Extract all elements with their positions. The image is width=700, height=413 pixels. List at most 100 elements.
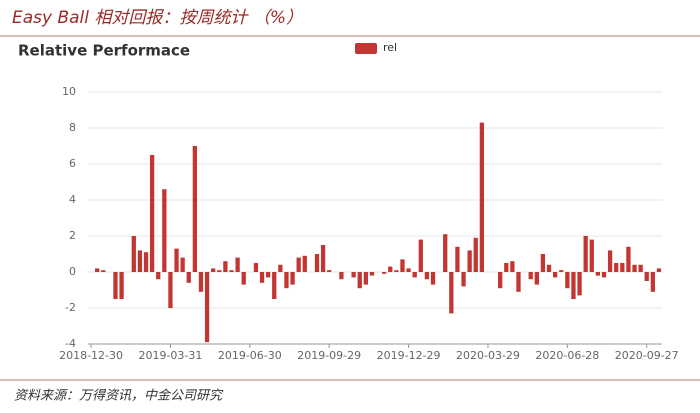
- bar: [571, 272, 576, 299]
- bar: [504, 263, 509, 272]
- bar: [400, 259, 405, 272]
- bar: [259, 272, 265, 283]
- header-title: Easy Ball 相对回报：按周统计 （%）: [12, 8, 303, 28]
- y-tick-label: -4: [65, 337, 76, 350]
- bar: [198, 272, 204, 292]
- bar: [443, 234, 448, 272]
- bar: [296, 257, 301, 272]
- bar: [540, 254, 546, 272]
- bar: [204, 272, 210, 343]
- bar: [351, 272, 356, 278]
- x-tick-label: 2019-03-31: [138, 349, 202, 362]
- bar: [131, 236, 136, 272]
- bar: [632, 264, 637, 272]
- bar: [424, 272, 430, 280]
- bar: [650, 272, 655, 292]
- bar: [174, 248, 179, 272]
- bar: [143, 252, 149, 272]
- bar: [382, 272, 387, 274]
- x-tick-label: 2020-03-29: [456, 349, 520, 362]
- bar: [516, 272, 521, 292]
- y-tick-label: 2: [69, 229, 76, 242]
- bar: [656, 268, 662, 272]
- bar: [284, 272, 289, 289]
- bar: [302, 255, 307, 272]
- bar: [595, 272, 601, 276]
- bar: [186, 272, 191, 283]
- bar: [363, 272, 368, 285]
- bar: [162, 189, 167, 272]
- bar: [473, 237, 478, 272]
- legend-label: rel: [383, 41, 397, 54]
- bar: [113, 272, 118, 299]
- bar: [180, 257, 185, 272]
- bar: [620, 263, 625, 272]
- x-tick-label: 2018-12-30: [59, 349, 123, 362]
- y-tick-label: 8: [69, 121, 76, 134]
- legend-swatch: [355, 43, 377, 54]
- bar: [235, 257, 240, 272]
- bar: [406, 268, 411, 272]
- bar: [583, 236, 588, 272]
- bar: [510, 261, 515, 272]
- bar: [461, 272, 466, 287]
- bar: [418, 239, 423, 272]
- x-tick-label: 2020-06-28: [535, 349, 599, 362]
- bar: [357, 272, 362, 289]
- bar: [455, 246, 460, 272]
- bar: [253, 263, 259, 272]
- bar: [320, 245, 326, 272]
- bar: [241, 272, 246, 285]
- bar: [479, 122, 484, 272]
- bar: [211, 268, 216, 272]
- footer-source: 资料来源：万得资讯，中金公司研究: [14, 388, 224, 404]
- bar: [101, 270, 106, 272]
- bar: [388, 266, 393, 272]
- bar: [314, 254, 320, 272]
- bar: [498, 272, 503, 289]
- bar: [601, 272, 607, 278]
- bar: [565, 272, 570, 289]
- x-tick-label: 2019-06-30: [218, 349, 282, 362]
- bar: [149, 155, 155, 272]
- bar: [467, 250, 472, 272]
- bar: [577, 272, 582, 296]
- bar: [412, 272, 417, 278]
- bar: [607, 250, 613, 272]
- bar: [95, 268, 100, 272]
- bar: [394, 270, 399, 272]
- x-tick-label: 2019-09-29: [297, 349, 361, 362]
- bar: [272, 272, 277, 299]
- bar: [137, 250, 143, 272]
- y-tick-label: -2: [65, 301, 76, 314]
- bar: [528, 272, 533, 280]
- y-tick-label: 0: [69, 265, 76, 278]
- bar: [559, 270, 564, 272]
- bar: [339, 272, 344, 280]
- bar: [229, 270, 234, 272]
- bar: [119, 272, 124, 299]
- bar: [156, 272, 161, 280]
- bar: [430, 272, 436, 285]
- bar: [217, 270, 222, 272]
- bar: [546, 264, 552, 272]
- bar: [614, 263, 619, 272]
- bar: [278, 264, 283, 272]
- bar: [327, 270, 332, 272]
- bar: [626, 246, 631, 272]
- bar: [534, 272, 539, 285]
- x-tick-label: 2019-12-29: [377, 349, 441, 362]
- y-tick-label: 6: [69, 157, 76, 170]
- y-tick-label: 4: [69, 193, 76, 206]
- y-tick-label: 10: [62, 85, 76, 98]
- bar: [290, 272, 295, 285]
- bar: [449, 272, 454, 314]
- bar: [589, 239, 594, 272]
- bar: [266, 272, 271, 278]
- bar: [553, 272, 558, 278]
- bar: [223, 261, 228, 272]
- bar: [369, 272, 375, 276]
- x-tick-label: 2020-09-27: [615, 349, 679, 362]
- bar: [644, 272, 649, 281]
